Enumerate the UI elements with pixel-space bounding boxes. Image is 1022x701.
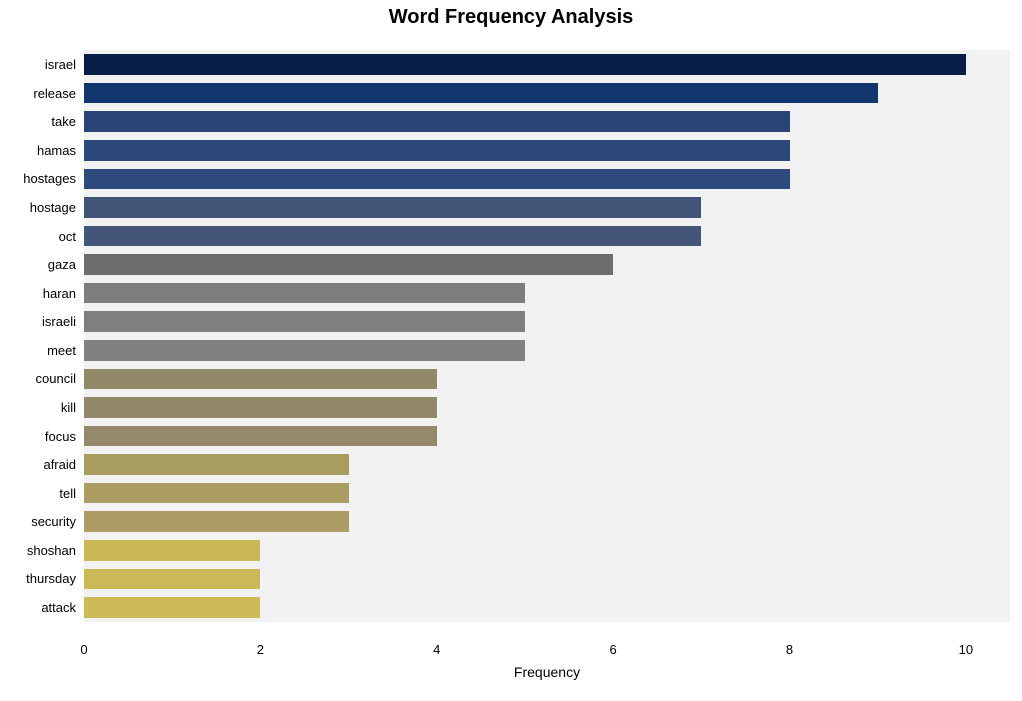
bar <box>84 169 790 190</box>
bar <box>84 426 437 447</box>
y-tick-label: security <box>31 514 76 529</box>
y-tick-label: meet <box>47 343 76 358</box>
x-tick-label: 6 <box>610 642 617 657</box>
bar <box>84 226 701 247</box>
y-tick-label: afraid <box>43 457 76 472</box>
y-tick-label: shoshan <box>27 543 76 558</box>
word-frequency-chart: Word Frequency Analysis israelreleasetak… <box>0 0 1022 701</box>
y-tick-label: hostages <box>23 171 76 186</box>
y-tick-label: kill <box>61 400 76 415</box>
x-tick-label: 2 <box>257 642 264 657</box>
y-tick-label: take <box>51 114 76 129</box>
y-tick-label: gaza <box>48 257 76 272</box>
bar <box>84 397 437 418</box>
x-tick-label: 4 <box>433 642 440 657</box>
bar <box>84 140 790 161</box>
bar <box>84 454 349 475</box>
x-tick-label: 0 <box>80 642 87 657</box>
bar <box>84 54 966 75</box>
bar <box>84 340 525 361</box>
y-tick-label: israeli <box>42 314 76 329</box>
bar <box>84 311 525 332</box>
plot-area: israelreleasetakehamashostageshostageoct… <box>84 36 1010 636</box>
bar <box>84 483 349 504</box>
chart-title: Word Frequency Analysis <box>0 6 1022 29</box>
bar <box>84 111 790 132</box>
y-tick-label: tell <box>59 486 76 501</box>
bar <box>84 283 525 304</box>
y-tick-label: attack <box>41 600 76 615</box>
y-tick-label: oct <box>59 229 76 244</box>
y-tick-label: thursday <box>26 571 76 586</box>
y-tick-label: haran <box>43 286 76 301</box>
y-tick-label: focus <box>45 429 76 444</box>
y-tick-label: israel <box>45 57 76 72</box>
bar <box>84 597 260 618</box>
x-axis-label: Frequency <box>84 664 1010 680</box>
y-tick-label: release <box>33 86 76 101</box>
x-tick-label: 10 <box>959 642 973 657</box>
bar <box>84 197 701 218</box>
bar <box>84 83 878 104</box>
bar <box>84 254 613 275</box>
bar <box>84 540 260 561</box>
bar <box>84 511 349 532</box>
bar <box>84 369 437 390</box>
y-tick-label: hamas <box>37 143 76 158</box>
y-tick-label: council <box>36 371 76 386</box>
y-tick-label: hostage <box>30 200 76 215</box>
x-tick-label: 8 <box>786 642 793 657</box>
bar <box>84 569 260 590</box>
